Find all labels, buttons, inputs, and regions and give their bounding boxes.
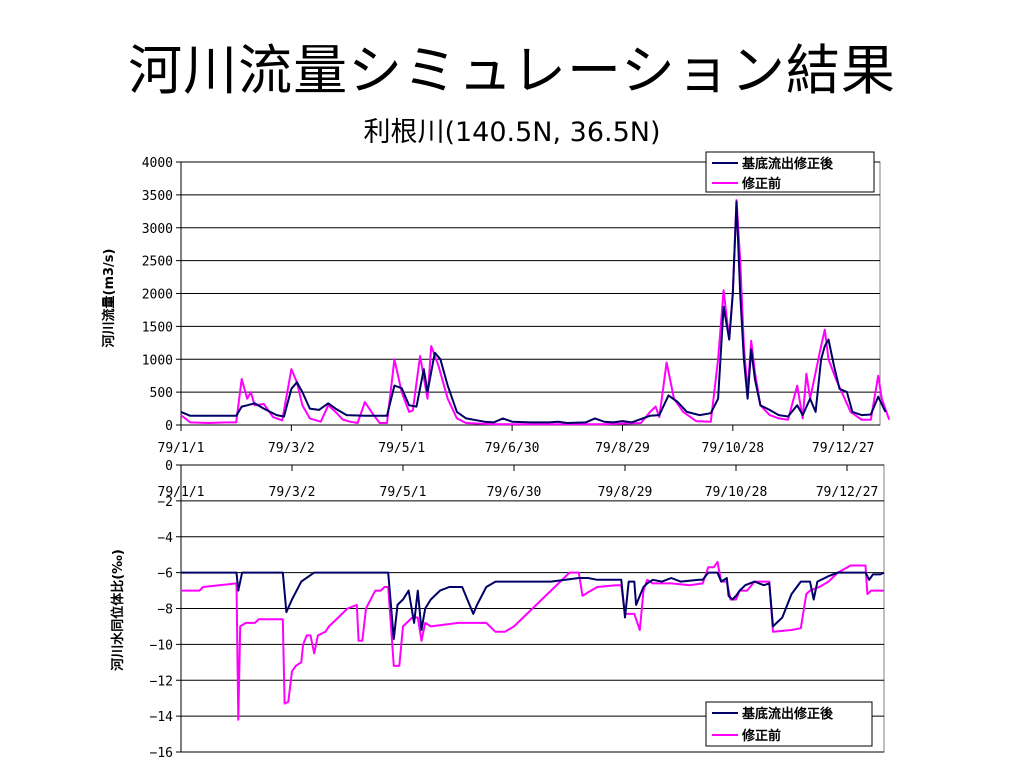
x-tick-label: 79/5/1 xyxy=(380,485,427,500)
series-line xyxy=(181,571,885,640)
y-tick-label: −2 xyxy=(157,495,173,510)
x-tick-label: 79/3/2 xyxy=(269,485,316,500)
x-tick-label: 79/6/30 xyxy=(485,441,540,456)
x-tick-label: 79/10/28 xyxy=(705,485,768,500)
x-tick-label: 79/1/1 xyxy=(158,485,205,500)
y-tick-label: 0 xyxy=(165,459,173,474)
chart-subtitle: 利根川(140.5N, 36.5N) xyxy=(363,117,661,148)
legend-box xyxy=(705,151,875,193)
x-tick-label: 79/1/1 xyxy=(158,441,205,456)
x-tick-label: 79/10/28 xyxy=(702,441,765,456)
legend-label: 基底流出修正後 xyxy=(741,156,834,172)
y-tick-label: 2000 xyxy=(142,288,173,303)
x-tick-label: 79/3/2 xyxy=(268,441,315,456)
y-tick-label: 3000 xyxy=(142,222,173,237)
y-tick-label: −12 xyxy=(150,674,173,689)
y-tick-label: 1500 xyxy=(142,320,173,335)
y-tick-label: −4 xyxy=(157,531,173,546)
x-tick-label: 79/5/1 xyxy=(378,441,425,456)
legend-label: 修正前 xyxy=(741,728,781,744)
series-line xyxy=(181,560,884,721)
y-axis-label: 河川水同位体比(‰) xyxy=(110,549,126,671)
legend-label: 修正前 xyxy=(741,176,781,192)
y-tick-label: 2500 xyxy=(142,255,173,270)
y-tick-label: −14 xyxy=(150,710,174,725)
y-tick-label: −6 xyxy=(157,567,173,582)
slide-title: 河川流量シミュレーション結果 xyxy=(128,39,896,102)
y-tick-label: 500 xyxy=(150,386,173,401)
series-line xyxy=(180,200,887,424)
y-tick-label: 3500 xyxy=(142,189,173,204)
y-tick-label: −16 xyxy=(150,746,173,761)
flow-chart: 0 500 1000 1500 2000 2500 3000 3500 4000 79/1/1 79… xyxy=(101,151,891,456)
y-tick-label: 4000 xyxy=(142,156,173,171)
isotope-chart: 0 −2 −4 −6 −8 −10 −12 −14 −16 79/1/1 79/3/2 79/5/1 7… xyxy=(110,459,885,761)
legend-box xyxy=(705,701,873,747)
y-tick-label: 0 xyxy=(165,419,173,434)
series-line xyxy=(180,199,891,426)
x-tick-label: 79/8/29 xyxy=(595,441,650,456)
x-tick-label: 79/8/29 xyxy=(598,485,653,500)
x-tick-label: 79/12/27 xyxy=(812,441,875,456)
x-tick-label: 79/6/30 xyxy=(487,485,542,500)
y-tick-label: −10 xyxy=(150,638,173,653)
y-tick-label: −8 xyxy=(157,603,173,618)
y-tick-label: 1000 xyxy=(142,353,173,368)
x-tick-label: 79/12/27 xyxy=(816,485,879,500)
legend-label: 基底流出修正後 xyxy=(741,706,834,722)
y-axis-label: 河川流量(m3/s) xyxy=(101,249,117,348)
